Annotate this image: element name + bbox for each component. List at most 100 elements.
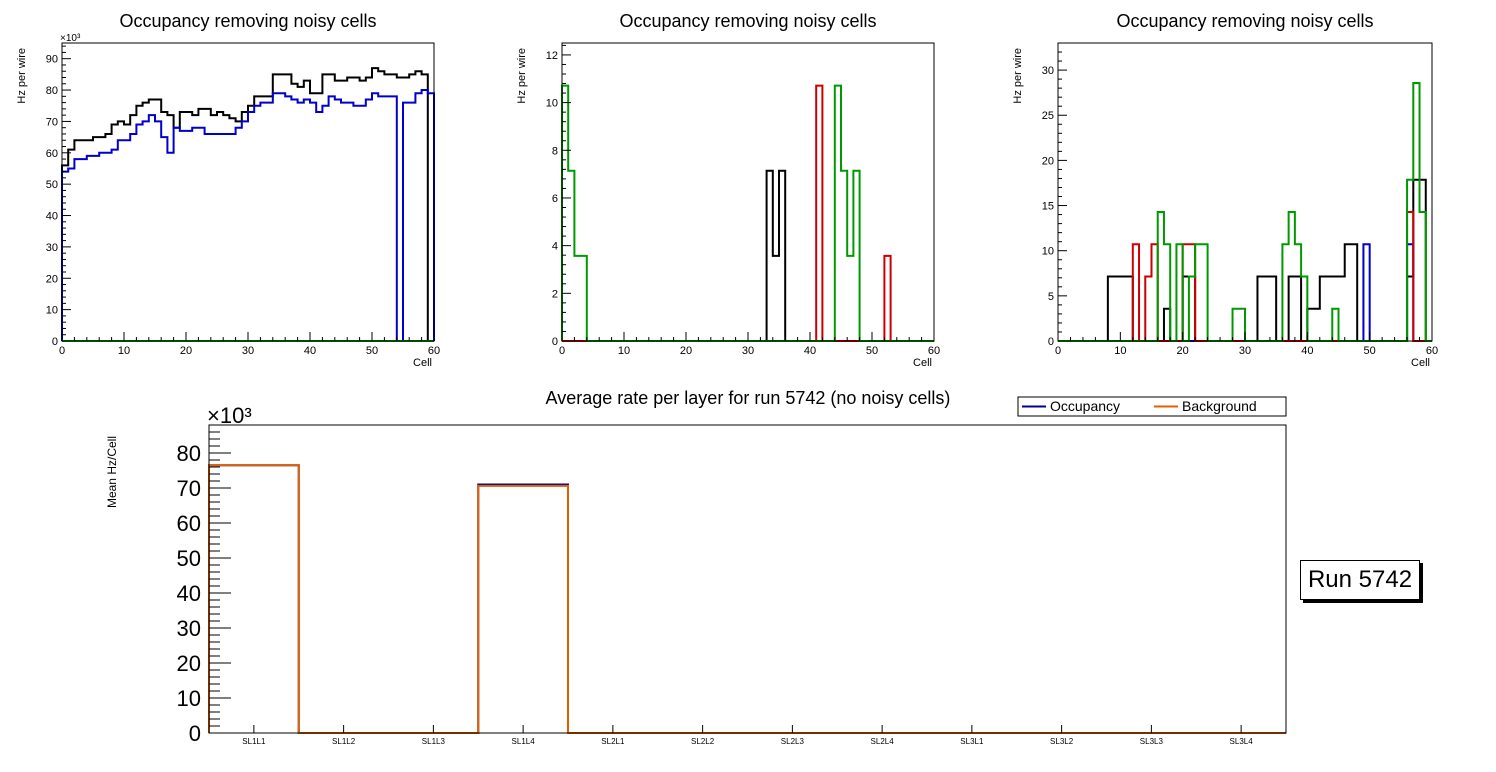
y-tick-label: 25	[1042, 110, 1054, 122]
plot-frame	[1057, 42, 1433, 342]
panel-title: Occupancy removing noisy cells	[119, 11, 376, 31]
y-tick-label: 30	[46, 242, 58, 254]
x-tick-label: 60	[428, 345, 440, 357]
y-tick-label: 0	[1048, 336, 1054, 348]
category-label: SL3L4	[1230, 737, 1254, 746]
y-tick-label: 0	[189, 721, 201, 746]
y-tick-label: 15	[1042, 201, 1054, 213]
series-green	[1058, 82, 1432, 342]
y-tick-label: 70	[46, 116, 58, 128]
x-axis-label: Cell	[413, 357, 432, 369]
category-label: SL1L1	[242, 737, 266, 746]
y-tick-label: 50	[46, 179, 58, 191]
y-tick-label: 20	[46, 273, 58, 285]
y-tick-label: 40	[46, 211, 58, 223]
panel-average-rate: Average rate per layer for run 5742 (no …	[105, 388, 1287, 746]
y-tick-label: 80	[46, 85, 58, 97]
panel-1: Occupancy removing noisy cells 0 10 20 30 40 5…	[16, 11, 440, 369]
series-background	[208, 464, 1286, 734]
y-axis-label: Mean Hz/Cell	[105, 436, 119, 508]
series-blue	[61, 89, 435, 342]
x-tick-label: 50	[1364, 345, 1376, 357]
series-occupancy	[208, 464, 1286, 734]
x-tick-label: 10	[1114, 345, 1126, 357]
category-label: SL1L3	[422, 737, 446, 746]
y-tick-label: 30	[1042, 65, 1054, 77]
y-exponent-label: ×10³	[60, 33, 81, 44]
y-tick-label: 2	[552, 288, 558, 300]
y-tick-label: 20	[177, 651, 201, 676]
x-tick-label: 40	[1301, 345, 1313, 357]
x-tick-label: 50	[866, 345, 878, 357]
category-label: SL1L2	[332, 737, 356, 746]
x-tick-label: 0	[1055, 345, 1061, 357]
y-tick-label: 4	[552, 241, 558, 253]
x-tick-label: 0	[559, 345, 565, 357]
category-label: SL3L3	[1140, 737, 1164, 746]
category-label: SL3L2	[1050, 737, 1074, 746]
x-tick-label: 20	[1177, 345, 1189, 357]
series-green	[561, 84, 934, 342]
y-tick-label: 40	[177, 581, 201, 606]
category-label: SL1L4	[512, 737, 536, 746]
legend: Occupancy Background	[1017, 396, 1287, 417]
y-tick-label: 0	[52, 336, 58, 348]
x-tick-label: 0	[59, 345, 65, 357]
panel-3: Occupancy removing noisy cells 0 10 20 30 40 5…	[1012, 11, 1438, 369]
bottom-title: Average rate per layer for run 5742 (no …	[546, 388, 951, 408]
plot-frame	[561, 42, 935, 342]
y-tick-label: 60	[177, 511, 201, 536]
panel-title: Occupancy removing noisy cells	[1116, 11, 1373, 31]
category-label: SL2L4	[871, 737, 895, 746]
y-axis-label: Hz per wire	[516, 48, 528, 104]
x-tick-label: 60	[1426, 345, 1438, 357]
x-tick-label: 10	[118, 345, 130, 357]
y-exponent-label: ×10³	[207, 403, 252, 428]
series-red	[562, 84, 934, 342]
x-tick-label: 40	[304, 345, 316, 357]
y-axis-label: Hz per wire	[1012, 48, 1024, 104]
y-tick-label: 10	[546, 98, 558, 110]
y-tick-label: 80	[177, 441, 201, 466]
x-tick-label: 40	[804, 345, 816, 357]
x-axis-label: Cell	[913, 357, 932, 369]
legend-label-background: Background	[1182, 398, 1257, 414]
x-axis-label: Cell	[1411, 357, 1430, 369]
x-tick-label: 10	[618, 345, 630, 357]
y-tick-label: 12	[546, 50, 558, 62]
y-tick-label: 6	[552, 193, 558, 205]
y-tick-label: 50	[177, 546, 201, 571]
series-black	[562, 169, 934, 342]
legend-label-occupancy: Occupancy	[1050, 398, 1120, 414]
y-axis-label: Hz per wire	[16, 48, 28, 104]
plot-frame	[208, 424, 1287, 734]
plot-frame	[61, 42, 435, 342]
y-tick-label: 20	[1042, 155, 1054, 167]
panel-title: Occupancy removing noisy cells	[619, 11, 876, 31]
x-tick-label: 20	[680, 345, 692, 357]
y-tick-label: 70	[177, 476, 201, 501]
category-label: SL2L3	[781, 737, 805, 746]
y-tick-label: 8	[552, 145, 558, 157]
y-tick-label: 10	[177, 686, 201, 711]
category-label: SL2L1	[601, 737, 625, 746]
x-tick-label: 60	[928, 345, 940, 357]
x-tick-label: 30	[742, 345, 754, 357]
run-label-box: Run 5742	[1300, 560, 1420, 600]
y-tick-label: 60	[46, 148, 58, 160]
x-tick-label: 50	[366, 345, 378, 357]
category-label: SL3L1	[960, 737, 984, 746]
x-tick-label: 20	[180, 345, 192, 357]
y-tick-label: 10	[1042, 246, 1054, 258]
x-tick-label: 30	[1239, 345, 1251, 357]
y-tick-label: 90	[46, 54, 58, 66]
y-tick-label: 30	[177, 616, 201, 641]
run-label: Run 5742	[1307, 566, 1413, 593]
y-tick-label: 5	[1048, 291, 1054, 303]
category-label: SL2L2	[691, 737, 715, 746]
y-tick-label: 0	[552, 336, 558, 348]
x-tick-label: 30	[242, 345, 254, 357]
legend-box	[1017, 396, 1287, 417]
